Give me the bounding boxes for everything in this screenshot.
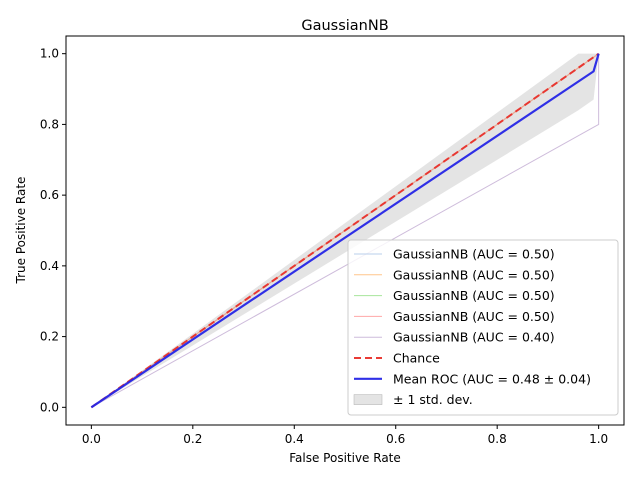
plot-area	[90, 52, 600, 409]
legend-label-5: Chance	[393, 351, 440, 366]
legend-label-1: GaussianNB (AUC = 0.50)	[393, 267, 555, 282]
legend-swatch-7	[353, 394, 383, 405]
y-axis-label: True Positive Rate	[14, 177, 28, 285]
legend-label-2: GaussianNB (AUC = 0.50)	[393, 288, 555, 303]
x-tick-label: 0.2	[183, 432, 202, 446]
series-line-5	[90, 52, 600, 409]
axes-frame	[65, 35, 625, 426]
series-line-4	[91, 53, 600, 408]
y-tick-label: 0.8	[40, 117, 59, 131]
y-tick-label: 0.0	[40, 400, 59, 414]
series-line-6	[90, 53, 600, 409]
y-tick-label: 0.6	[40, 188, 59, 202]
legend: GaussianNB (AUC = 0.50) GaussianNB (AUC =…	[347, 239, 619, 416]
y-tick-label: 0.2	[40, 330, 59, 344]
x-tick-label: 0.6	[386, 432, 405, 446]
x-tick-label: 0.0	[82, 432, 101, 446]
legend-label-0: GaussianNB (AUC = 0.50)	[393, 247, 555, 262]
legend-label-3: GaussianNB (AUC = 0.50)	[393, 309, 555, 324]
legend-label-6: Mean ROC (AUC = 0.48 ± 0.04)	[393, 371, 591, 386]
x-tick-label: 1.0	[589, 432, 608, 446]
x-axis-label: False Positive Rate	[289, 451, 401, 465]
legend-label-4: GaussianNB (AUC = 0.40)	[393, 330, 555, 345]
y-tick-label: 0.4	[40, 259, 59, 273]
x-axis: 0.0 0.2 0.4 0.6 0.8 1.0	[82, 425, 608, 446]
chart-title: GaussianNB	[301, 18, 388, 34]
x-tick-label: 0.8	[488, 432, 507, 446]
x-tick-label: 0.4	[285, 432, 304, 446]
y-tick-label: 1.0	[40, 47, 59, 61]
y-axis: 0.0 0.2 0.4 0.6 0.8 1.0	[40, 47, 66, 414]
legend-frame	[347, 239, 619, 416]
legend-label-7: ± 1 std. dev.	[393, 392, 473, 407]
